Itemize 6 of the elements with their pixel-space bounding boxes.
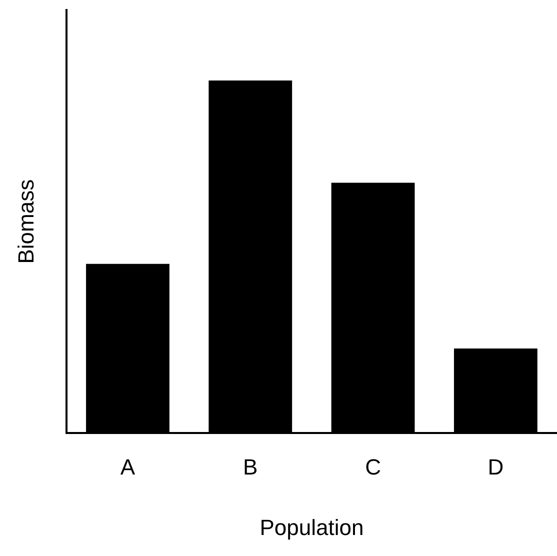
x-tick-label: C bbox=[365, 454, 382, 480]
y-axis-title: Biomass bbox=[13, 179, 38, 264]
x-axis-title: Population bbox=[260, 514, 364, 540]
x-tick-label: D bbox=[488, 454, 504, 480]
x-tick-label: B bbox=[243, 454, 258, 480]
x-tick-label: A bbox=[120, 454, 136, 480]
